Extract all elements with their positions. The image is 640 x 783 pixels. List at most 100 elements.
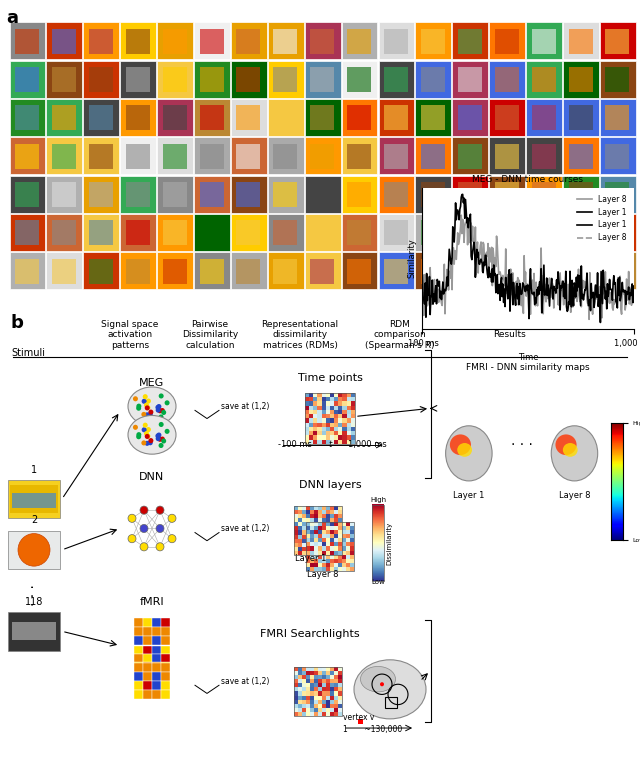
Bar <box>126 144 150 168</box>
Circle shape <box>145 406 150 410</box>
Bar <box>415 60 451 98</box>
Bar <box>384 258 408 283</box>
Bar <box>310 258 334 283</box>
Bar <box>600 137 636 175</box>
Text: Layer 8: Layer 8 <box>307 570 339 579</box>
Legend: Layer 8, Layer 1, Layer 1, Layer 8: Layer 8, Layer 1, Layer 1, Layer 8 <box>574 192 630 245</box>
Bar <box>10 22 45 60</box>
Bar <box>143 691 152 699</box>
Bar <box>568 182 593 207</box>
Bar <box>143 672 152 680</box>
Bar <box>231 252 267 290</box>
Text: save at (1,2): save at (1,2) <box>221 402 269 411</box>
Circle shape <box>145 405 150 410</box>
Bar <box>489 60 525 98</box>
Bar <box>89 67 113 92</box>
Bar <box>458 29 482 54</box>
Bar <box>47 60 83 98</box>
Bar <box>83 252 119 290</box>
Bar <box>605 29 629 54</box>
Bar <box>310 182 334 207</box>
Bar <box>120 99 156 136</box>
Bar <box>268 214 303 251</box>
Bar <box>143 645 152 655</box>
Bar <box>305 175 340 213</box>
Circle shape <box>146 399 151 403</box>
Ellipse shape <box>445 426 492 481</box>
Layer 1 <box>611 278 619 287</box>
Circle shape <box>159 414 164 420</box>
Bar <box>163 182 187 207</box>
Bar <box>495 29 519 54</box>
Bar <box>161 663 170 672</box>
Circle shape <box>168 535 176 543</box>
Circle shape <box>140 525 148 532</box>
Bar <box>126 182 150 207</box>
Bar <box>415 137 451 175</box>
Bar <box>605 220 629 245</box>
Bar <box>152 627 161 636</box>
Bar <box>237 220 260 245</box>
Bar <box>605 67 629 92</box>
Bar <box>415 99 451 136</box>
Circle shape <box>156 436 161 441</box>
Bar <box>600 60 636 98</box>
Bar <box>378 22 414 60</box>
Bar <box>268 252 303 290</box>
Text: vertex v: vertex v <box>343 713 374 722</box>
Bar <box>194 99 230 136</box>
Bar <box>384 29 408 54</box>
Bar <box>605 258 629 283</box>
Layer 8 <box>585 315 593 324</box>
Bar <box>237 258 260 283</box>
Bar <box>10 175 45 213</box>
Bar <box>152 655 161 663</box>
Bar <box>134 618 143 626</box>
Bar <box>143 637 152 645</box>
Circle shape <box>140 543 148 551</box>
Text: Time points: Time points <box>298 373 362 383</box>
Bar <box>310 29 334 54</box>
Bar <box>8 531 60 569</box>
Text: · · ·: · · · <box>27 583 41 605</box>
Bar <box>372 505 384 582</box>
Text: RDM
comparison
(Spearman's R): RDM comparison (Spearman's R) <box>365 319 435 349</box>
Layer 1 <box>544 280 552 290</box>
Bar <box>489 175 525 213</box>
Bar <box>310 220 334 245</box>
Bar <box>452 60 488 98</box>
Bar <box>384 106 408 130</box>
Text: fMRI: fMRI <box>140 597 164 607</box>
Text: -100 ms: -100 ms <box>278 440 312 449</box>
Text: MEG: MEG <box>140 378 164 388</box>
Title: FMRI - DNN similarity maps: FMRI - DNN similarity maps <box>466 363 590 372</box>
Bar <box>83 99 119 136</box>
Bar <box>384 182 408 207</box>
Bar <box>143 663 152 672</box>
Bar <box>237 67 260 92</box>
Bar <box>52 29 76 54</box>
Bar <box>384 67 408 92</box>
Bar <box>12 622 56 640</box>
Bar <box>163 29 187 54</box>
Bar <box>89 106 113 130</box>
Bar <box>134 681 143 690</box>
Bar <box>421 258 445 283</box>
Bar <box>126 220 150 245</box>
Bar <box>10 485 58 513</box>
Layer 1 <box>596 318 604 327</box>
Bar <box>495 258 519 283</box>
Circle shape <box>380 682 384 686</box>
Bar <box>378 99 414 136</box>
Bar <box>268 99 303 136</box>
Bar <box>310 67 334 92</box>
Bar <box>268 60 303 98</box>
Circle shape <box>144 402 149 408</box>
Bar <box>120 60 156 98</box>
Line: Layer 8: Layer 8 <box>422 215 634 319</box>
Bar <box>161 691 170 699</box>
Circle shape <box>136 403 141 409</box>
Text: Layer 1: Layer 1 <box>295 554 326 563</box>
Bar <box>126 258 150 283</box>
Circle shape <box>159 422 164 427</box>
